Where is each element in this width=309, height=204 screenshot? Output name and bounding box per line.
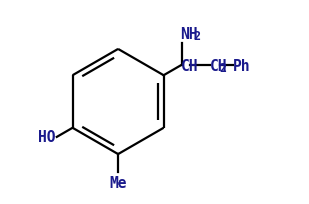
Text: CH: CH xyxy=(181,58,199,73)
Text: CH: CH xyxy=(210,58,227,73)
Text: HO: HO xyxy=(38,130,56,145)
Text: NH: NH xyxy=(180,27,198,42)
Text: Me: Me xyxy=(109,175,127,190)
Text: 2: 2 xyxy=(219,62,226,75)
Text: Ph: Ph xyxy=(233,58,250,73)
Text: 2: 2 xyxy=(193,30,201,43)
